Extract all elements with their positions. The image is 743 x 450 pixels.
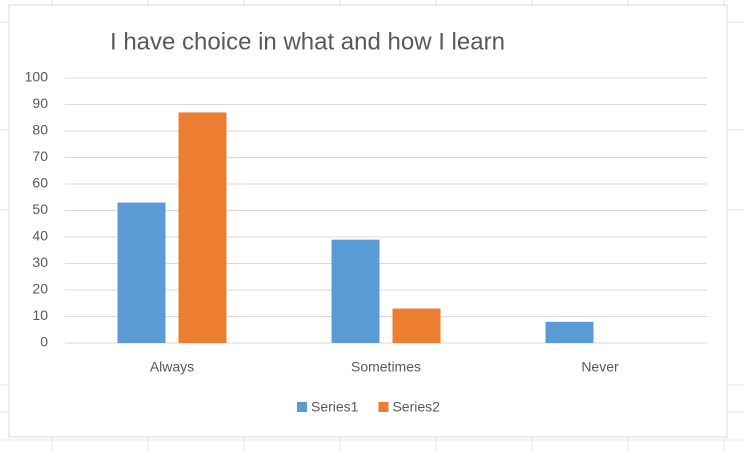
y-tick-label: 50	[32, 201, 48, 217]
y-tick-label: 80	[32, 122, 48, 138]
y-tick-label: 40	[32, 228, 48, 244]
y-tick-label: 20	[32, 281, 48, 297]
chart-title: I have choice in what and how I learn	[110, 28, 505, 55]
bar	[545, 321, 594, 343]
y-tick-label: 70	[32, 148, 48, 164]
legend-swatch	[297, 402, 307, 412]
x-tick-label: Never	[581, 359, 619, 375]
legend-label: Series2	[392, 399, 440, 415]
y-tick-label: 10	[32, 307, 48, 323]
legend-label: Series1	[311, 399, 359, 415]
x-tick-label: Always	[150, 359, 194, 375]
y-tick-label: 60	[32, 175, 48, 191]
bar	[117, 202, 166, 343]
y-tick-label: 100	[25, 69, 49, 85]
y-tick-label: 90	[32, 95, 48, 111]
x-tick-label: Sometimes	[351, 359, 421, 375]
bar	[331, 239, 380, 343]
y-tick-label: 0	[40, 334, 48, 350]
bar	[392, 308, 441, 343]
y-tick-label: 30	[32, 254, 48, 270]
legend-swatch	[378, 402, 389, 412]
bar	[178, 112, 227, 343]
